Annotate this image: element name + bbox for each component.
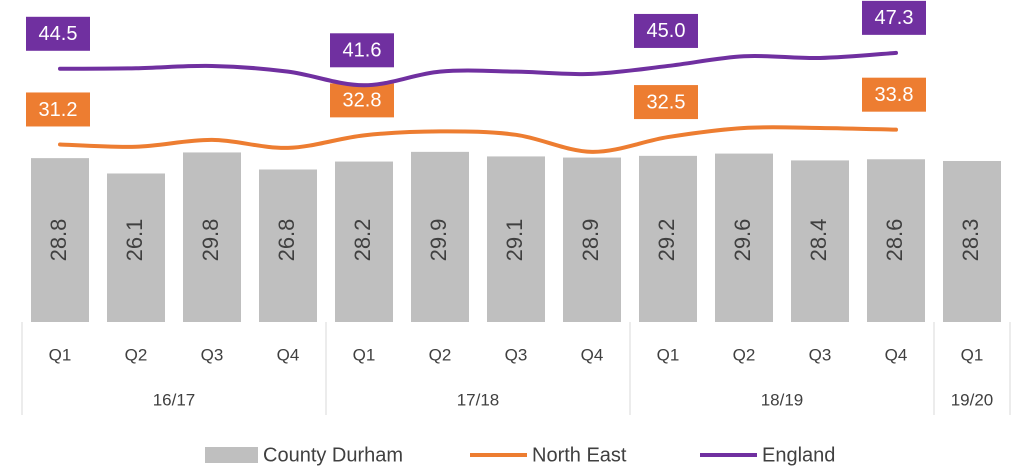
data-label-box [330,83,394,118]
x-tick-label: Q3 [201,345,224,364]
bar-label: 28.9 [578,219,603,262]
data-label-box [862,77,926,112]
bar-label: 29.8 [198,219,223,262]
bar-label: 28.6 [882,219,907,262]
x-tick-label: Q3 [505,345,528,364]
x-tick-label: Q2 [429,345,452,364]
x-group-label: 19/20 [951,390,994,409]
legend-label: England [762,444,835,466]
bar [715,153,773,322]
bar-label: 26.1 [122,219,147,262]
bar [791,160,849,322]
x-tick-label: Q3 [809,345,832,364]
bar [867,159,925,322]
bar [107,173,165,322]
data-label: 32.8 [343,90,382,112]
bar [259,169,317,322]
x-group-label: 17/18 [457,390,500,409]
bar [183,152,241,322]
x-group-label: 16/17 [153,390,196,409]
data-label: 47.3 [875,7,914,29]
data-label-box [634,13,698,48]
bar-label: 26.8 [274,219,299,262]
x-tick-label: Q4 [277,345,300,364]
data-label-box [26,16,90,51]
x-tick-label: Q1 [961,345,984,364]
data-label-box [862,0,926,35]
data-label: 32.5 [647,91,686,113]
bar-label: 28.3 [958,219,983,262]
data-label: 45.0 [647,20,686,42]
bar-label: 28.4 [806,219,831,262]
data-label: 33.8 [875,84,914,106]
x-tick-label: Q2 [733,345,756,364]
line [58,50,898,88]
legend-label: North East [532,444,627,466]
bar-label: 29.1 [502,219,527,262]
bar-label: 29.2 [654,219,679,262]
x-tick-label: Q4 [581,345,604,364]
x-tick-label: Q2 [125,345,148,364]
x-tick-label: Q1 [353,345,376,364]
bar-label: 29.9 [426,219,451,262]
line [58,125,898,154]
legend-label: County Durham [263,444,403,466]
x-tick-label: Q4 [885,345,908,364]
bar [31,158,89,322]
data-label-box [634,85,698,120]
data-label: 44.5 [39,23,78,45]
x-tick-label: Q1 [49,345,72,364]
bar-label: 28.8 [46,219,71,262]
bar-label: 28.2 [350,219,375,262]
legend-swatch [205,447,258,463]
x-tick-label: Q1 [657,345,680,364]
data-label-box [330,33,394,68]
bar [563,157,621,322]
bar [487,156,545,322]
bar [639,155,697,322]
bar [943,160,1001,322]
bar [411,151,469,322]
x-group-label: 18/19 [761,390,804,409]
bar [335,161,393,322]
data-label: 41.6 [343,40,382,62]
bar-label: 29.6 [730,219,755,262]
data-label: 31.2 [39,99,78,121]
data-label-box [26,92,90,127]
